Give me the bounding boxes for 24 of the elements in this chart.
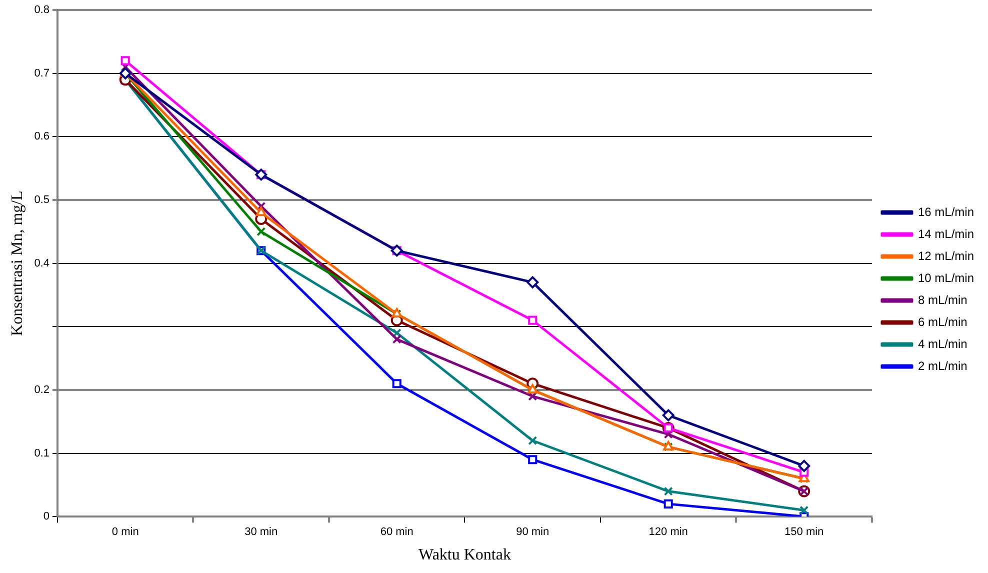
y-tick-label: 0.4: [34, 257, 50, 270]
y-axis-title: Konsentrasi Mn, mg/L: [8, 190, 26, 336]
legend-label: 2 mL/min: [918, 358, 968, 373]
y-tick-label: 0.7: [34, 67, 50, 80]
y-tick-label: 0.8: [34, 4, 50, 16]
x-tick-label: 0 min: [112, 526, 139, 538]
x-axis-title: Waktu Kontak: [418, 546, 511, 564]
x-tick-label: 30 min: [244, 526, 278, 538]
y-tick-label: 0: [43, 510, 50, 523]
y-tick-label: 0.1: [34, 447, 50, 460]
legend-label: 6 mL/min: [918, 314, 968, 329]
x-tick-label: 60 min: [380, 526, 414, 538]
legend-label: 8 mL/min: [918, 292, 968, 307]
x-tick-label: 120 min: [648, 526, 688, 538]
x-tick-label: 150 min: [784, 526, 824, 538]
legend-label: 4 mL/min: [918, 336, 968, 351]
x-tick-label: 90 min: [516, 526, 550, 538]
y-tick-label: 0.2: [34, 384, 50, 396]
y-tick-label: 0.6: [34, 130, 50, 143]
legend-label: 14 mL/min: [918, 226, 974, 241]
y-tick-label: 0.5: [34, 194, 50, 206]
legend-label: 16 mL/min: [918, 204, 974, 219]
legend-label: 12 mL/min: [918, 248, 974, 263]
legend-label: 10 mL/min: [918, 270, 974, 285]
